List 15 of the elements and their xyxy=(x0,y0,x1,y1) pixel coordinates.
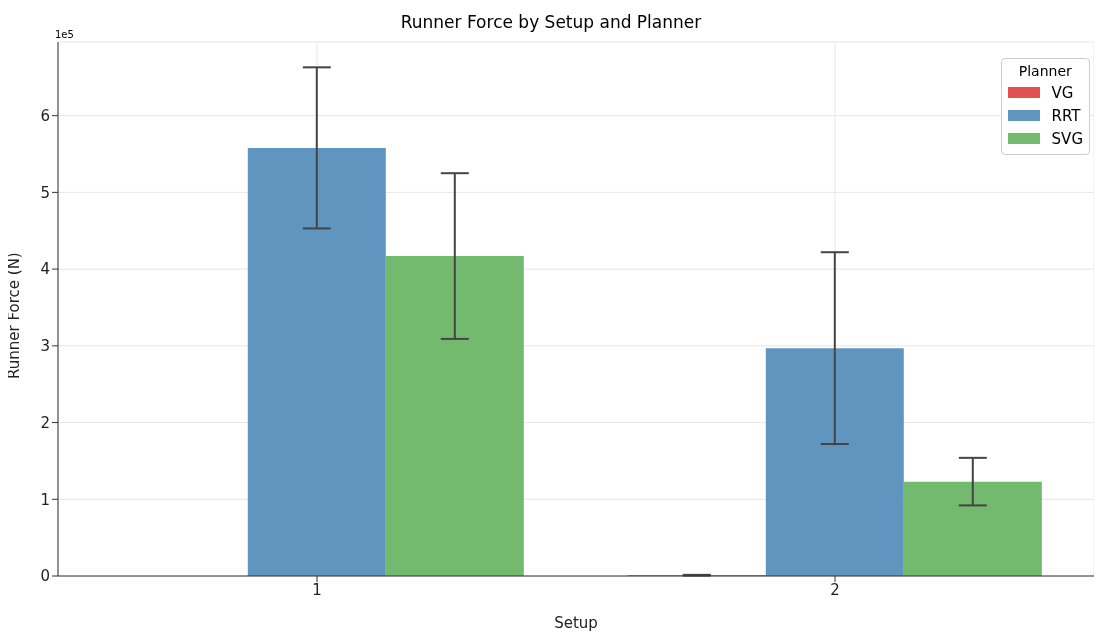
y-tick-label: 5 xyxy=(40,183,50,202)
y-tick-label: 4 xyxy=(40,260,50,279)
legend-label: SVG xyxy=(1051,129,1083,148)
y-tick-label: 6 xyxy=(40,106,50,125)
x-axis-title: Setup xyxy=(554,614,598,632)
text: 1e5 xyxy=(55,29,74,40)
y-tick-label: 3 xyxy=(40,337,50,356)
legend-label: RRT xyxy=(1051,106,1081,125)
y-axis-title: Runner Force (N) xyxy=(5,252,24,379)
legend-title: Planner xyxy=(1017,63,1073,79)
y-tick-label: 2 xyxy=(40,413,50,432)
chart-title: Runner Force by Setup and Planner xyxy=(400,12,702,32)
y-tick-label: 1 xyxy=(40,490,50,509)
legend-label: VG xyxy=(1051,83,1074,102)
y-tick-label: 0 xyxy=(40,567,50,586)
